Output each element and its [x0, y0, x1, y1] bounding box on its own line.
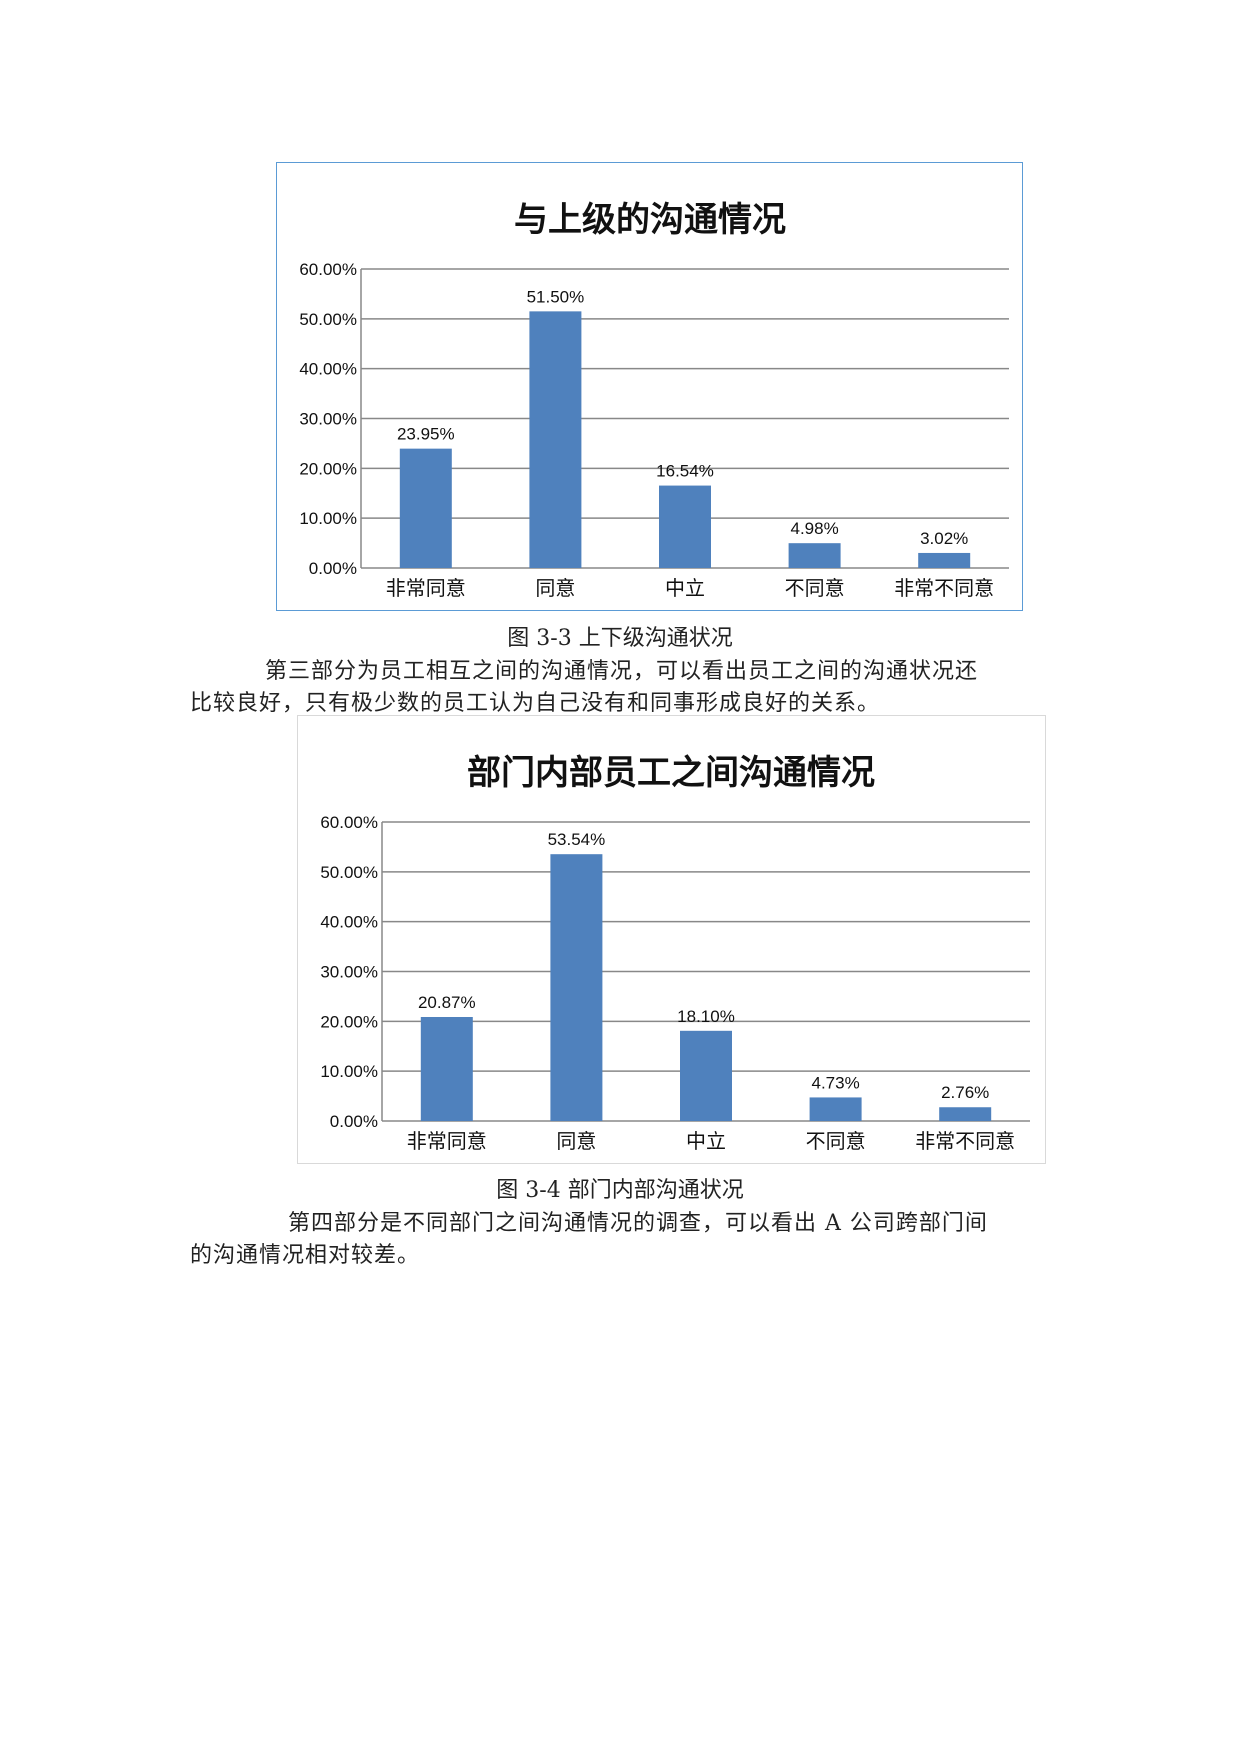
y-tick-label: 60.00%	[299, 260, 357, 279]
x-tick-label: 同意	[556, 1129, 596, 1153]
data-label: 23.95%	[397, 425, 455, 444]
bar	[529, 311, 582, 568]
y-tick-label: 0.00%	[330, 1112, 378, 1131]
x-tick-label: 中立	[686, 1129, 726, 1153]
bar	[788, 543, 841, 568]
bar	[420, 1016, 473, 1121]
x-tick-label: 非常同意	[407, 1129, 487, 1153]
figure-caption: 图 3-4 部门内部沟通状况	[496, 1178, 744, 1203]
paragraph-line: 比较良好，只有极少数的员工认为自己没有和同事形成良好的关系。	[190, 691, 881, 716]
data-label: 18.10%	[677, 1007, 735, 1026]
y-tick-label: 10.00%	[299, 509, 357, 528]
x-tick-label: 非常不同意	[915, 1129, 1015, 1153]
paragraph-line: 的沟通情况相对较差。	[190, 1243, 421, 1268]
x-tick-label: 不同意	[785, 576, 845, 600]
bar	[939, 1107, 992, 1121]
chart-title: 部门内部员工之间沟通情况	[467, 753, 875, 793]
bar	[550, 854, 603, 1121]
x-tick-label: 非常不同意	[894, 576, 994, 600]
y-tick-label: 20.00%	[320, 1012, 378, 1031]
x-tick-label: 不同意	[806, 1129, 866, 1153]
y-tick-label: 10.00%	[320, 1062, 378, 1081]
data-label: 20.87%	[418, 993, 476, 1012]
data-label: 3.02%	[920, 529, 968, 548]
y-tick-label: 30.00%	[320, 963, 378, 982]
data-label: 16.54%	[656, 462, 714, 481]
chart-superior-communication: 与上级的沟通情况 0.00% 10.00% 20.00% 30.00% 40.00% 50.…	[276, 162, 1023, 611]
y-tick-label: 50.00%	[320, 863, 378, 882]
data-label: 2.76%	[941, 1083, 989, 1102]
chart-department-communication: 部门内部员工之间沟通情况 0.00% 10.00% 20.00% 30.00% 40.00…	[297, 715, 1046, 1164]
y-tick-label: 40.00%	[320, 913, 378, 932]
paragraph-line: 第四部分是不同部门之间沟通情况的调查，可以看出 A 公司跨部门间	[288, 1211, 988, 1236]
x-tick-label: 中立	[665, 576, 705, 600]
chart-title: 与上级的沟通情况	[514, 200, 786, 240]
data-label: 53.54%	[548, 830, 606, 849]
bar	[918, 552, 971, 568]
data-label: 4.98%	[790, 519, 838, 538]
data-label: 51.50%	[527, 287, 585, 306]
x-tick-label: 同意	[535, 576, 575, 600]
y-tick-label: 40.00%	[299, 360, 357, 379]
y-tick-label: 50.00%	[299, 310, 357, 329]
y-tick-label: 0.00%	[309, 559, 357, 578]
bar	[659, 485, 711, 568]
y-tick-label: 30.00%	[299, 410, 357, 429]
y-tick-label: 20.00%	[299, 459, 357, 478]
x-tick-label: 非常同意	[386, 576, 466, 600]
figure-caption: 图 3-3 上下级沟通状况	[507, 626, 733, 651]
data-label: 4.73%	[811, 1073, 859, 1092]
y-tick-label: 60.00%	[320, 813, 378, 832]
bar	[809, 1097, 862, 1121]
paragraph-line: 第三部分为员工相互之间的沟通情况，可以看出员工之间的沟通状况还	[265, 659, 979, 684]
bar	[680, 1030, 732, 1121]
bar	[399, 448, 452, 568]
